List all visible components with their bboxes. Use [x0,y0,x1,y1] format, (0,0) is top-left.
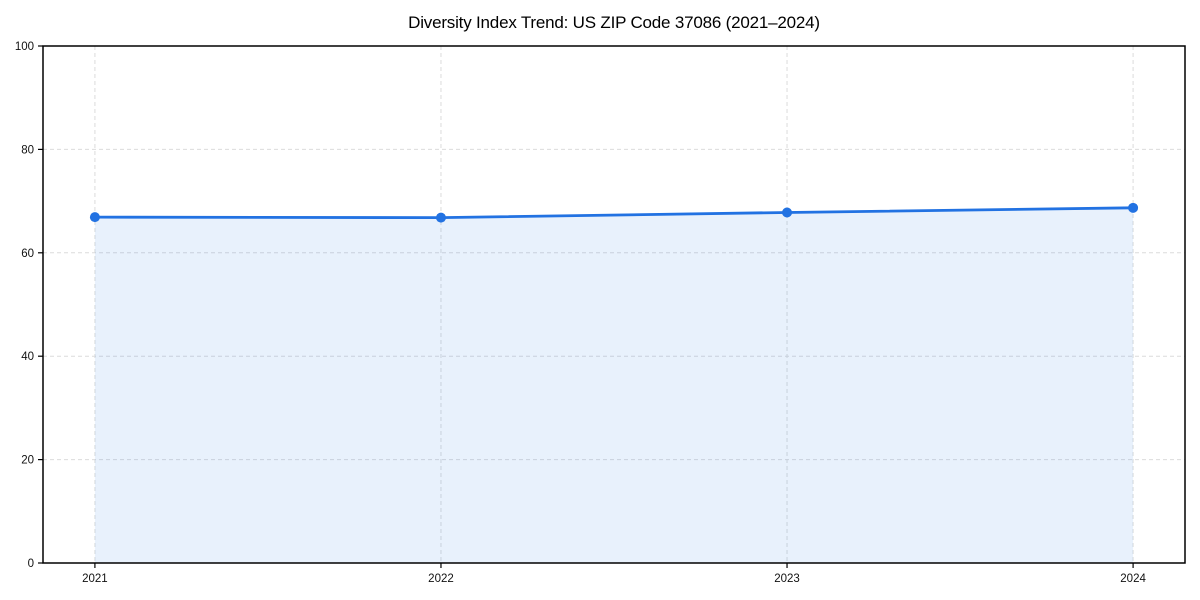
x-tick-label: 2024 [1120,573,1146,585]
data-point-2022 [435,212,446,223]
x-tick-label: 2022 [428,573,454,585]
x-tick-label: 2023 [774,573,800,585]
y-tick-label: 60 [21,248,34,260]
y-tick-label: 0 [28,558,34,570]
axis-labels: 0 20 40 60 80 100 2021 2022 2023 2024 [15,41,1147,585]
gridlines [43,46,1185,563]
plot-border [42,45,1186,564]
area-fill [94,207,1134,564]
x-tick-label: 2021 [82,573,108,585]
axis-ticks [38,45,1134,568]
data-point-2024 [1128,202,1139,213]
trend-line [93,206,1135,220]
y-tick-label: 80 [21,144,34,156]
y-tick-label: 40 [21,351,34,363]
data-point-2021 [89,212,100,223]
data-point-2023 [782,207,793,218]
y-tick-label: 20 [21,455,34,467]
y-tick-label: 100 [15,41,34,53]
chart-title: Diversity Index Trend: US ZIP Code 37086… [408,13,820,32]
